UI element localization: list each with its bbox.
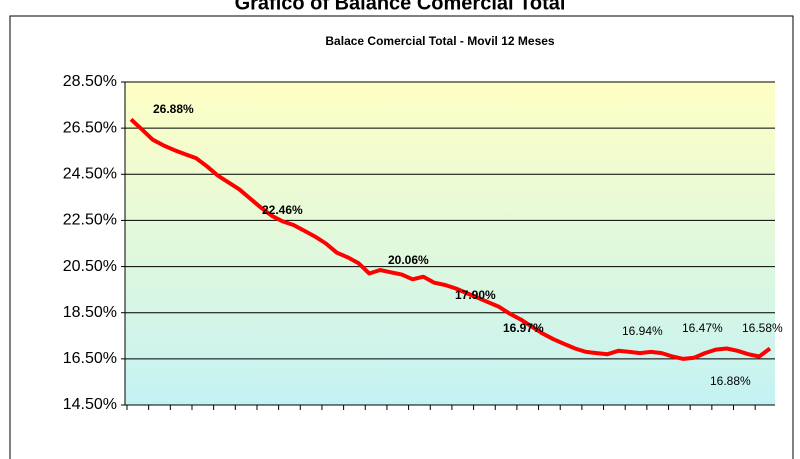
- y-tick-label: 26.50%: [63, 119, 117, 136]
- y-tick-label: 22.50%: [63, 212, 117, 229]
- annotation: 22.46%: [262, 203, 303, 217]
- chart-subtitle: Balace Comercial Total - Movil 12 Meses: [325, 34, 555, 48]
- y-tick-label: 16.50%: [63, 350, 117, 367]
- y-tick-label: 20.50%: [63, 258, 117, 275]
- y-tick-label: 28.50%: [63, 73, 117, 90]
- y-tick-label: 24.50%: [63, 166, 117, 183]
- y-tick-label: 18.50%: [63, 304, 117, 321]
- annotation: 16.94%: [622, 324, 663, 338]
- annotation: 16.58%: [742, 321, 783, 335]
- annotation: 26.88%: [153, 102, 194, 116]
- y-tick-label: 14.50%: [63, 396, 117, 413]
- annotation: 20.06%: [388, 253, 429, 267]
- chart-title: Grafico of Balance Comercial Total: [235, 0, 566, 14]
- plot-area: [125, 82, 775, 405]
- data-line: [129, 117, 772, 361]
- annotation: 16.47%: [682, 321, 723, 335]
- annotation: 17.90%: [455, 288, 496, 302]
- annotation: 16.88%: [710, 374, 751, 388]
- annotation: 16.97%: [503, 321, 544, 335]
